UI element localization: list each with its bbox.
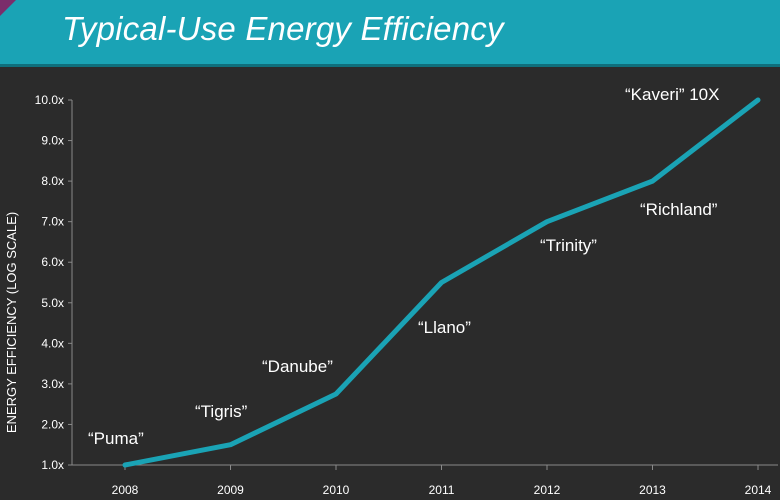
y-tick-label: 6.0x (41, 255, 64, 269)
y-tick-label: 4.0x (41, 336, 64, 350)
y-axis-label: ENERGY EFFICIENCY (LOG SCALE) (4, 212, 19, 433)
y-tick-label: 2.0x (41, 417, 64, 431)
codename-annotation: “Tigris” (195, 402, 248, 421)
x-tick-label: 2012 (534, 483, 561, 497)
corner-accent (0, 0, 16, 16)
y-tick-label: 3.0x (41, 377, 64, 391)
title-underline (0, 64, 780, 67)
y-tick-label: 7.0x (41, 215, 64, 229)
codename-annotation: “Danube” (262, 357, 333, 376)
y-tick-group: 1.0x 2.0x 3.0x 4.0x 5.0x 6.0x 7.0x 8.0x 9.0x 10.0… (35, 93, 72, 472)
y-tick-label: 5.0x (41, 296, 64, 310)
codename-annotation: “Trinity” (540, 236, 597, 255)
y-tick-label: 9.0x (41, 134, 64, 148)
codename-annotation: “Richland” (640, 200, 718, 219)
x-tick-label: 2008 (112, 483, 139, 497)
x-tick-label: 2013 (639, 483, 666, 497)
codename-annotation: “Kaveri” 10X (625, 85, 719, 104)
x-tick-label: 2009 (217, 483, 244, 497)
codename-annotation: “Puma” (88, 429, 144, 448)
x-tick-label: 2010 (323, 483, 350, 497)
y-tick-label: 10.0x (35, 93, 64, 107)
series-line (122, 97, 761, 468)
title-bar (0, 0, 780, 64)
x-tick-label: 2014 (745, 483, 772, 497)
y-tick-label: 8.0x (41, 174, 64, 188)
y-tick-label: 1.0x (41, 458, 64, 472)
annotation-group: “Puma” “Tigris” “Danube” “Llano” “Trinity” “R… (88, 85, 719, 448)
page-title: Typical-Use Energy Efficiency (62, 10, 504, 47)
x-tick-group: 2008 2009 2010 2011 2012 2013 2014 (112, 465, 772, 497)
x-tick-label: 2011 (429, 483, 455, 497)
codename-annotation: “Llano” (418, 318, 471, 337)
